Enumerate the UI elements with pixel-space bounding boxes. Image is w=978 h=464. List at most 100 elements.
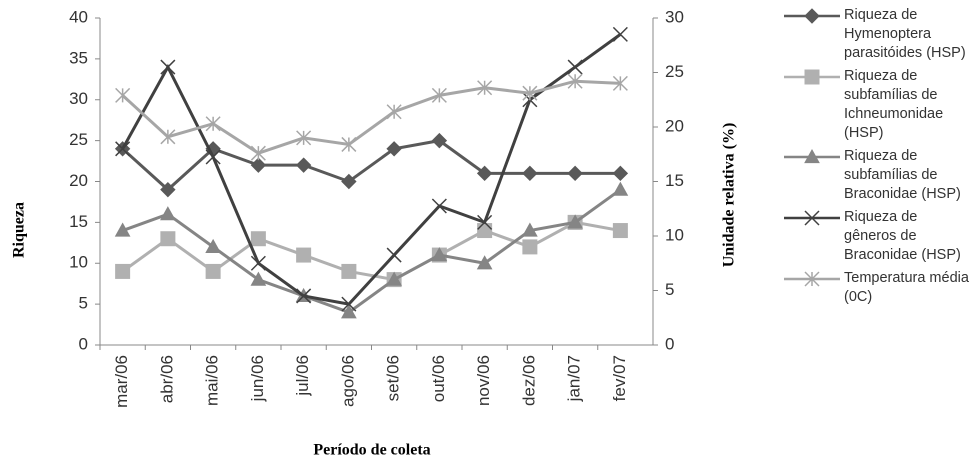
marker [522, 222, 538, 237]
marker [804, 8, 820, 24]
marker [250, 145, 266, 161]
legend-item: Riqueza de subfamílias de Ichneumonidae … [780, 67, 978, 143]
marker [477, 223, 493, 239]
y-tick-label: 0 [79, 334, 88, 353]
marker [341, 136, 357, 152]
marker [612, 26, 628, 42]
marker [160, 59, 176, 75]
marker [114, 222, 131, 237]
y2-tick-label: 20 [665, 116, 684, 135]
legend-swatch [784, 271, 840, 287]
marker [476, 255, 493, 270]
chart: Riqueza Unidade relativa (%) Período de … [11, 7, 738, 459]
marker [612, 181, 629, 196]
marker [250, 255, 266, 271]
y-tick-label: 15 [69, 212, 88, 231]
x-tick-label: out/06 [429, 355, 448, 402]
marker [431, 198, 447, 214]
marker [205, 238, 221, 253]
marker [567, 165, 583, 182]
y-axis-title: Riqueza [11, 202, 28, 258]
legend-swatch [784, 148, 840, 164]
marker [612, 75, 628, 91]
marker [804, 69, 820, 85]
marker [567, 59, 583, 75]
legend-item: Riqueza de gêneros de Braconidae (HSP) [780, 208, 978, 265]
marker [567, 73, 583, 89]
marker [612, 223, 628, 239]
legend-swatch [784, 210, 840, 226]
legend-swatch [784, 8, 840, 24]
legend-label: Temperatura média (0C) [844, 270, 969, 305]
y-tick-label: 35 [69, 48, 88, 67]
marker [431, 87, 447, 103]
marker [250, 271, 267, 286]
legend-item: Riqueza de subfamílias de Braconidae (HS… [780, 147, 978, 204]
y2-tick-label: 5 [665, 280, 674, 299]
marker [250, 157, 267, 173]
y-tick-label: 5 [79, 294, 88, 313]
x-tick-label: mai/06 [203, 355, 222, 406]
x-tick-label: jul/06 [293, 355, 312, 397]
marker [477, 214, 493, 230]
y2-tick-label: 25 [665, 62, 684, 81]
marker [522, 239, 538, 255]
x-tick-label: dez/06 [519, 355, 538, 406]
marker [341, 263, 357, 279]
marker [205, 263, 221, 279]
marker [386, 247, 402, 263]
y2-tick-label: 0 [665, 334, 674, 353]
marker [431, 247, 448, 262]
marker [341, 304, 357, 319]
series-line [121, 139, 621, 192]
x-tick-label: set/06 [384, 355, 403, 401]
marker [115, 141, 131, 157]
y2-tick-label: 10 [665, 225, 684, 244]
y-tick-label: 20 [69, 171, 88, 190]
y2-tick-label: 30 [665, 7, 684, 26]
x-tick-label: jun/06 [248, 355, 267, 402]
marker [115, 87, 131, 103]
x-tick-label: mar/06 [112, 355, 131, 408]
series-line [121, 220, 621, 282]
marker [160, 129, 176, 145]
marker [341, 296, 357, 312]
marker [160, 206, 176, 221]
x-tick-label: fev/07 [610, 355, 629, 401]
marker [804, 148, 820, 164]
marker [160, 231, 176, 247]
marker [431, 132, 448, 149]
marker [386, 104, 402, 120]
y2-tick-label: 15 [665, 171, 684, 190]
marker [341, 173, 357, 190]
legend-label: Riqueza de subfamílias de Ichneumonidae … [844, 68, 944, 141]
y-tick-label: 10 [69, 253, 88, 272]
marker [115, 263, 131, 279]
x-tick-label: jan/07 [565, 355, 584, 402]
marker [612, 165, 629, 182]
marker [296, 130, 312, 146]
marker [477, 80, 493, 96]
marker [522, 85, 538, 101]
marker [205, 149, 221, 165]
marker [296, 247, 312, 263]
x-axis-title: Período de coleta [313, 442, 430, 459]
marker [476, 165, 493, 182]
marker [160, 181, 176, 198]
series-line [121, 79, 621, 155]
series-line [121, 33, 622, 306]
x-tick-label: ago/06 [338, 355, 357, 407]
marker [804, 210, 820, 226]
legend: Riqueza de Hymenoptera parasitóides (HSP… [780, 6, 978, 311]
marker [522, 165, 538, 182]
y2-axis-title: Unidade relativa (%) [721, 123, 738, 268]
legend-item: Temperatura média (0C) [780, 269, 978, 307]
marker [567, 214, 583, 229]
marker [386, 141, 402, 157]
marker [386, 271, 402, 286]
legend-label: Riqueza de Hymenoptera parasitóides (HSP… [844, 7, 966, 61]
legend-item: Riqueza de Hymenoptera parasitóides (HSP… [780, 6, 978, 63]
legend-label: Riqueza de gêneros de Braconidae (HSP) [844, 209, 961, 263]
y-tick-label: 30 [69, 89, 88, 108]
